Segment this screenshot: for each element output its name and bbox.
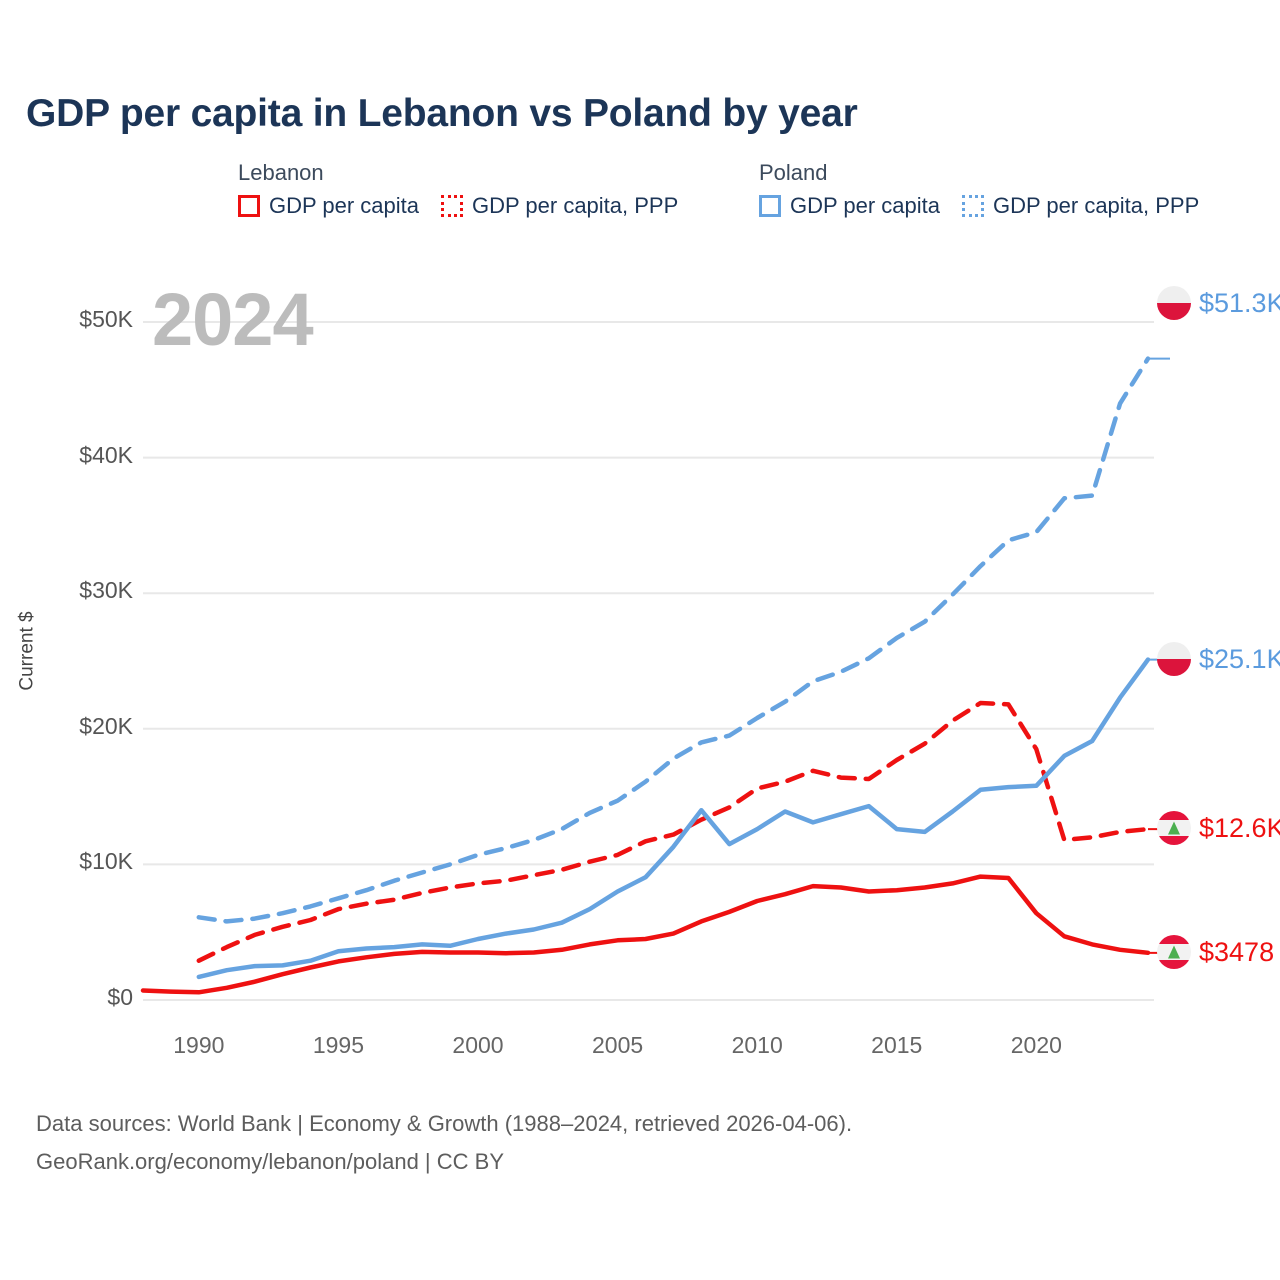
y-axis-tick-label: $50K xyxy=(79,306,133,332)
legend-item-lebanon-gdp[interactable]: GDP per capita xyxy=(238,194,419,218)
series-line-3 xyxy=(196,356,1151,924)
footer-line-1: Data sources: World Bank | Economy & Gro… xyxy=(36,1111,853,1136)
x-axis-tick-label: 1995 xyxy=(312,1032,364,1058)
end-label-value: $25.1K xyxy=(1199,643,1280,674)
legend-swatch-solid-icon xyxy=(759,195,781,217)
legend-group-lebanon: Lebanon GDP per capita GDP per capita, P… xyxy=(238,160,678,218)
x-axis-tick-label: 2000 xyxy=(452,1032,504,1058)
legend-swatch-solid-icon xyxy=(238,195,260,217)
page-title: GDP per capita in Lebanon vs Poland by y… xyxy=(26,92,858,135)
x-axis-tick-label: 2010 xyxy=(731,1032,783,1058)
series-line-0 xyxy=(140,874,1151,995)
y-axis-tick-label: $0 xyxy=(107,984,133,1010)
legend-swatch-dotted-icon xyxy=(441,195,464,217)
legend-group-poland: Poland GDP per capita GDP per capita, PP… xyxy=(759,160,1199,218)
end-label-value: $51.3K xyxy=(1199,288,1280,319)
lebanon-flag xyxy=(1157,811,1191,846)
legend-item-label: GDP per capita, PPP xyxy=(993,193,1200,218)
legend-item-poland-gdp[interactable]: GDP per capita xyxy=(759,194,940,218)
series-lines xyxy=(140,356,1170,995)
footer-sources: Data sources: World Bank | Economy & Gro… xyxy=(36,1105,852,1181)
legend-country-label: Lebanon xyxy=(238,160,324,185)
gridlines xyxy=(143,321,1154,1001)
y-axis-tick-label: $40K xyxy=(79,441,133,468)
x-axis-tick-label: 1990 xyxy=(173,1032,225,1058)
legend-item-poland-gdp-ppp[interactable]: GDP per capita, PPP xyxy=(962,194,1199,218)
legend-item-label: GDP per capita xyxy=(790,193,941,218)
chart-legend: Lebanon GDP per capita GDP per capita, P… xyxy=(238,160,1258,240)
y-axis-tick-label: $30K xyxy=(79,577,133,604)
legend-swatch-dotted-icon xyxy=(962,195,985,217)
y-axis-tick-label: $10K xyxy=(79,848,133,875)
series-line-2 xyxy=(196,657,1151,980)
legend-country-label: Poland xyxy=(759,160,828,185)
end-label-2: $25.1K xyxy=(1157,641,1280,676)
end-label-4: $3478 xyxy=(1157,934,1275,969)
x-axis-tick-label: 2020 xyxy=(1010,1032,1062,1058)
end-label-value: $12.6K xyxy=(1199,813,1280,844)
legend-item-lebanon-gdp-ppp[interactable]: GDP per capita, PPP xyxy=(441,194,678,218)
end-label-3: $12.6K xyxy=(1157,811,1280,846)
lebanon-flag xyxy=(1157,934,1191,969)
y-axis-tick-label: $20K xyxy=(79,712,133,739)
watermark-year: 2024 xyxy=(152,278,314,361)
x-axis-tick-label: 2015 xyxy=(871,1032,923,1058)
series-line-1 xyxy=(196,700,1151,963)
x-axis-tick-label: 2005 xyxy=(591,1032,644,1058)
poland-flag xyxy=(1157,641,1191,676)
end-label-1: $51.3K xyxy=(1157,286,1280,321)
end-label-value: $3478 xyxy=(1199,936,1275,967)
y-axis-ticks: $0 $10K $20K $30K $40K $50K xyxy=(0,0,133,1280)
poland-flag xyxy=(1157,286,1191,321)
legend-item-label: GDP per capita, PPP xyxy=(472,193,679,218)
footer-line-2: GeoRank.org/economy/lebanon/poland | CC … xyxy=(36,1149,504,1174)
legend-item-label: GDP per capita xyxy=(269,193,420,218)
